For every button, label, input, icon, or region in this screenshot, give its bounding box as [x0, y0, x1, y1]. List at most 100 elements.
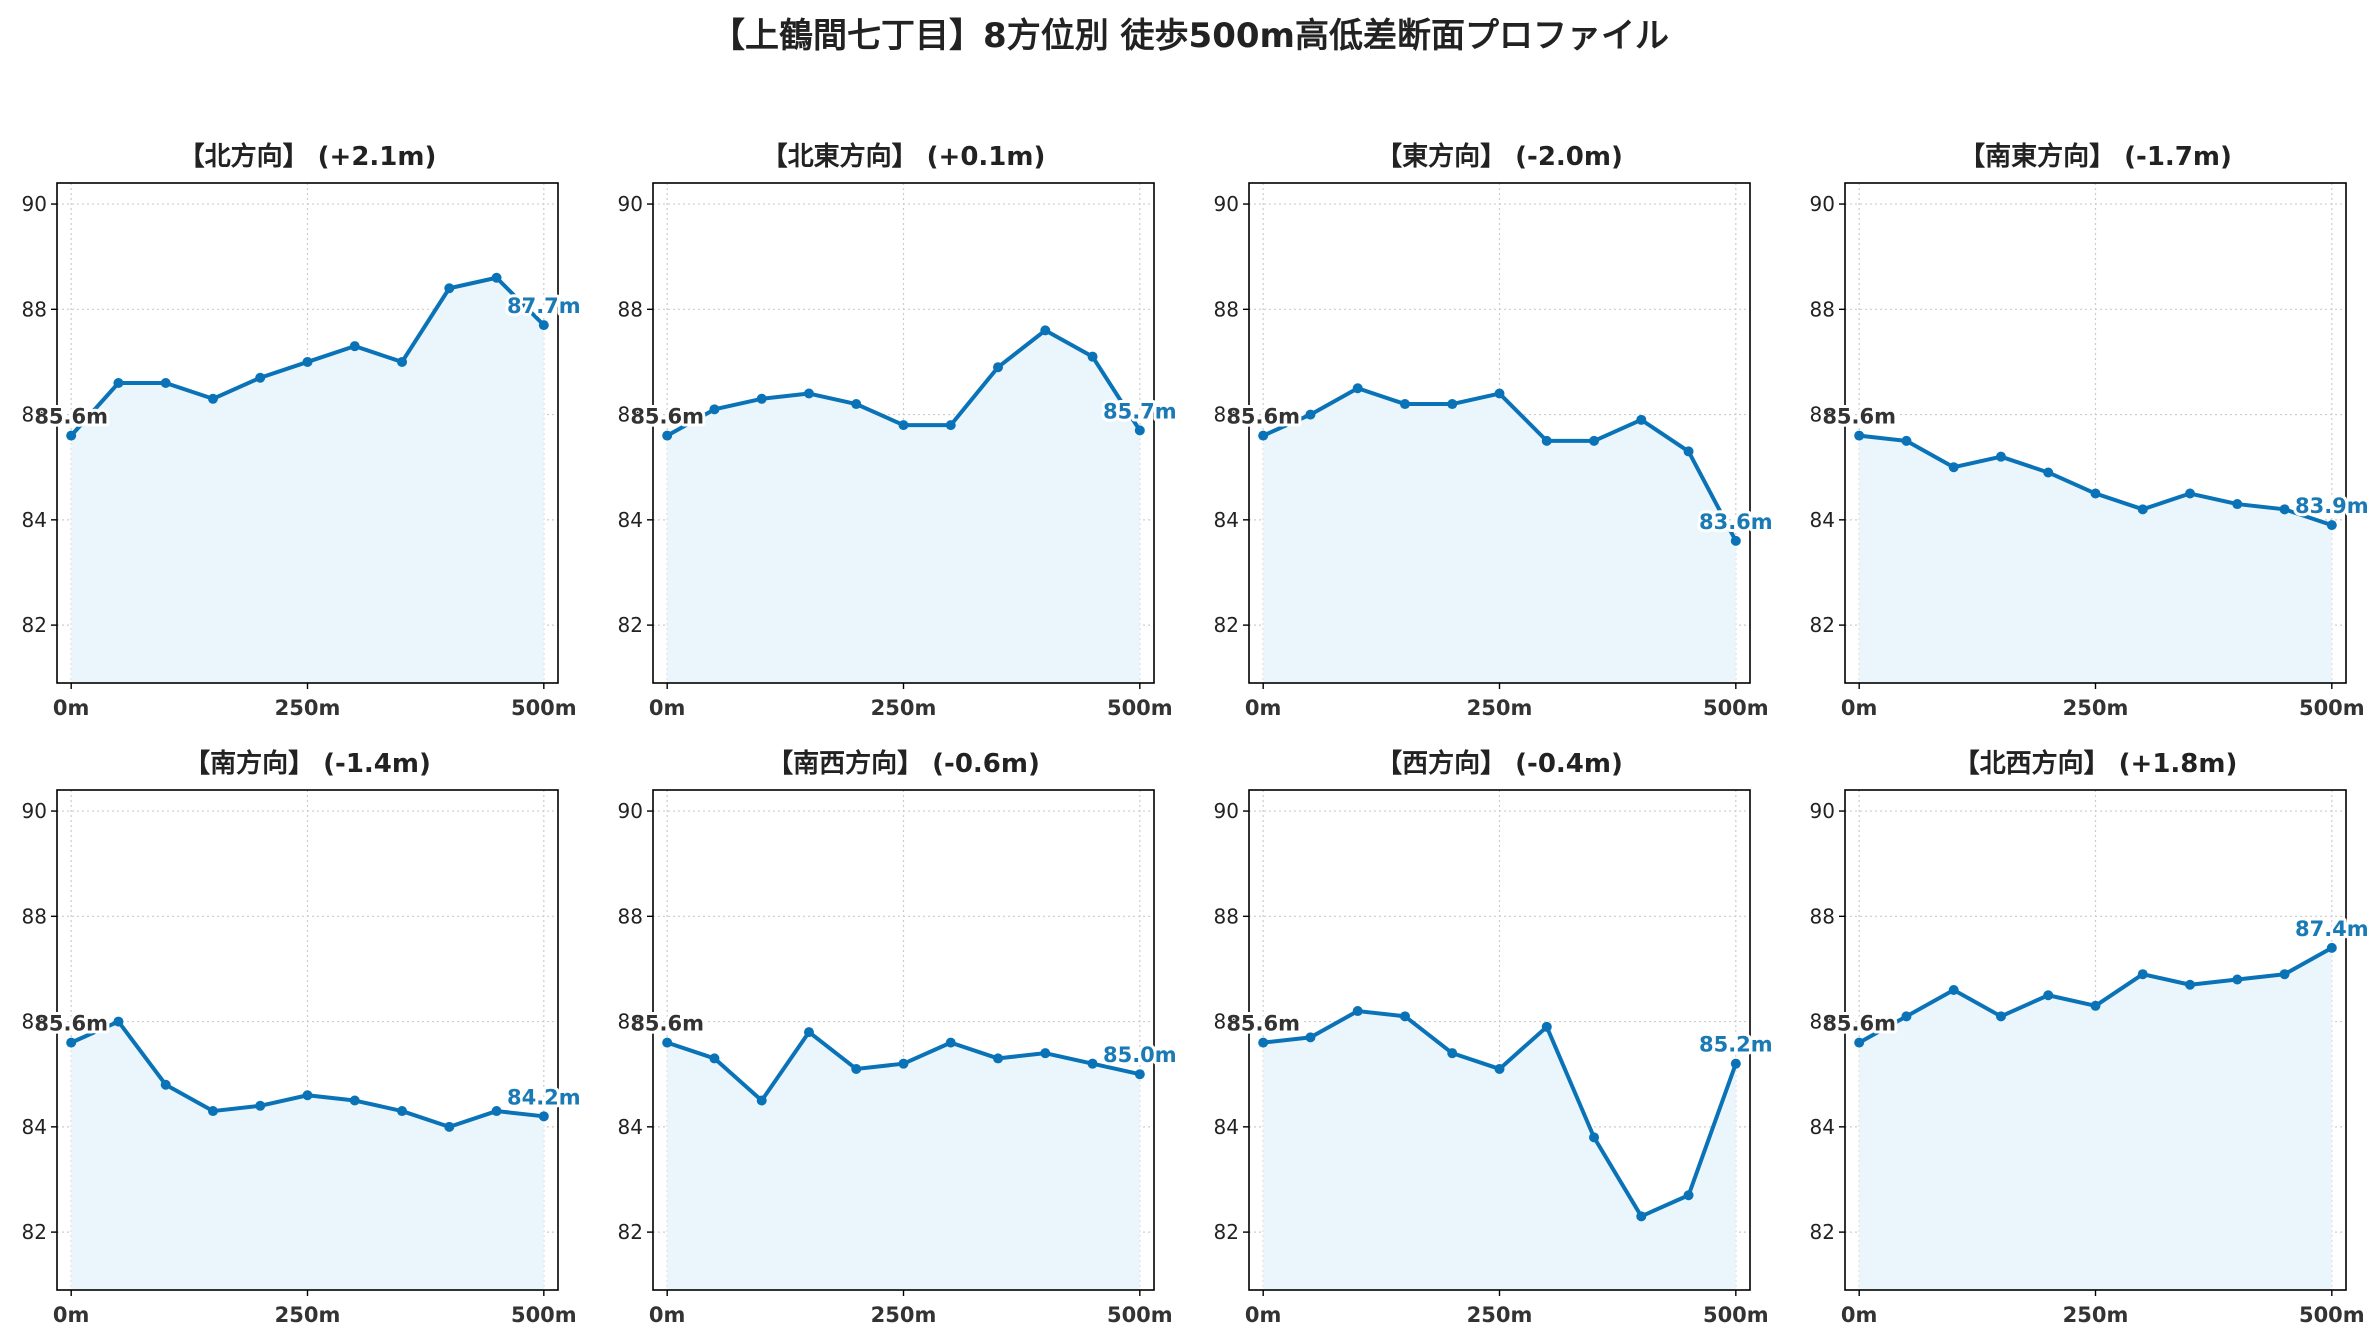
x-tick-label: 0m: [649, 1303, 686, 1327]
y-tick-label: 90: [22, 799, 47, 823]
figure-title: 【上鶴間七丁目】8方位別 徒歩500m高低差断面プロファイル: [711, 16, 1669, 56]
data-point: [662, 430, 673, 441]
y-tick-label: 88: [22, 297, 47, 321]
panel-title: 【南西方向】 (-0.6m): [767, 748, 1040, 779]
data-point: [851, 399, 862, 410]
x-tick-label: 250m: [1467, 1303, 1533, 1327]
area-fill: [1263, 388, 1736, 683]
y-tick-label: 86: [22, 1010, 47, 1034]
y-tick-label: 84: [1214, 508, 1239, 532]
data-point: [898, 1058, 909, 1069]
y-tick-label: 90: [618, 192, 643, 216]
data-point: [1258, 430, 1269, 441]
data-point: [2090, 488, 2101, 499]
data-point: [538, 320, 549, 331]
data-point: [898, 420, 909, 431]
data-point: [1399, 1011, 1410, 1022]
y-tick-label: 88: [618, 904, 643, 928]
y-tick-label: 86: [1810, 1010, 1835, 1034]
y-tick-label: 82: [1810, 613, 1835, 637]
data-point: [444, 283, 455, 294]
data-point: [1447, 1048, 1458, 1059]
data-point: [1683, 1190, 1694, 1201]
x-tick-label: 500m: [2299, 1303, 2365, 1327]
x-tick-label: 250m: [1467, 696, 1533, 720]
data-point: [255, 1100, 266, 1111]
end-value-label: 84.2m: [507, 1085, 581, 1109]
data-point: [709, 404, 720, 415]
x-tick-label: 0m: [1841, 1303, 1878, 1327]
x-tick-label: 0m: [649, 696, 686, 720]
y-tick-label: 84: [1214, 1115, 1239, 1139]
end-value-label: 85.0m: [1103, 1043, 1177, 1067]
data-point: [1305, 1032, 1316, 1043]
data-point: [2043, 467, 2054, 478]
chart-panel-3: 【南東方向】 (-1.7m) 82 84 86 88 90 0m 250m 500m 85.6m 8…: [1810, 141, 2372, 720]
chart-panel-4: 【南方向】 (-1.4m) 82 84 86 88 90 0m 250m 500m 85.6m 84…: [22, 748, 584, 1327]
x-tick-label: 500m: [1107, 696, 1173, 720]
data-point: [851, 1063, 862, 1074]
y-tick-label: 86: [22, 403, 47, 427]
data-point: [1995, 1011, 2006, 1022]
data-point: [397, 356, 408, 367]
y-tick-label: 82: [1214, 1220, 1239, 1244]
y-tick-label: 86: [1214, 403, 1239, 427]
y-tick-label: 90: [1214, 192, 1239, 216]
data-point: [1541, 435, 1552, 446]
data-point: [397, 1106, 408, 1117]
data-point: [1901, 435, 1912, 446]
y-tick-label: 90: [1810, 799, 1835, 823]
y-tick-label: 82: [618, 1220, 643, 1244]
data-point: [803, 1027, 814, 1038]
data-point: [1134, 1069, 1145, 1080]
y-tick-label: 88: [1214, 297, 1239, 321]
data-point: [945, 1037, 956, 1048]
data-point: [2090, 1000, 2101, 1011]
chart-panel-2: 【東方向】 (-2.0m) 82 84 86 88 90 0m 250m 500m 85.6m 83…: [1214, 141, 1776, 720]
data-point: [756, 393, 767, 404]
x-tick-label: 250m: [871, 1303, 937, 1327]
data-point: [945, 420, 956, 431]
x-tick-label: 500m: [1107, 1303, 1173, 1327]
area-fill: [71, 277, 544, 683]
area-fill: [1859, 435, 2332, 683]
chart-panel-6: 【西方向】 (-0.4m) 82 84 86 88 90 0m 250m 500m 85.6m 85…: [1214, 748, 1776, 1327]
y-tick-label: 88: [1810, 297, 1835, 321]
data-point: [1541, 1021, 1552, 1032]
y-tick-label: 90: [1214, 799, 1239, 823]
y-tick-label: 90: [1810, 192, 1835, 216]
y-tick-label: 86: [618, 1010, 643, 1034]
start-value-label: 85.6m: [630, 1012, 704, 1036]
y-tick-label: 84: [1810, 1115, 1835, 1139]
data-point: [113, 378, 124, 388]
start-value-label: 85.6m: [1226, 1012, 1300, 1036]
data-point: [160, 1079, 171, 1090]
panel-title: 【北東方向】 (+0.1m): [762, 141, 1046, 172]
data-point: [1683, 446, 1694, 457]
data-point: [1589, 1132, 1600, 1143]
data-point: [538, 1111, 549, 1122]
data-point: [1494, 1063, 1505, 1074]
data-point: [662, 1037, 673, 1048]
end-value-label: 85.7m: [1103, 399, 1177, 423]
data-point: [756, 1095, 767, 1106]
area-fill: [1263, 1011, 1736, 1290]
y-tick-label: 88: [22, 904, 47, 928]
data-point: [803, 388, 814, 399]
y-tick-label: 84: [22, 508, 47, 532]
data-point: [113, 1016, 124, 1027]
data-point: [1087, 351, 1098, 362]
panel-title: 【西方向】 (-0.4m): [1376, 748, 1623, 779]
data-point: [1352, 1006, 1363, 1017]
y-tick-label: 90: [22, 192, 47, 216]
y-tick-label: 88: [1214, 904, 1239, 928]
y-tick-label: 82: [22, 1220, 47, 1244]
x-tick-label: 250m: [871, 696, 937, 720]
x-tick-label: 0m: [1245, 1303, 1282, 1327]
x-tick-label: 500m: [1703, 1303, 1769, 1327]
end-value-label: 87.7m: [507, 294, 581, 318]
data-point: [1040, 1048, 1051, 1059]
y-tick-label: 86: [1214, 1010, 1239, 1034]
data-point: [1040, 325, 1051, 336]
